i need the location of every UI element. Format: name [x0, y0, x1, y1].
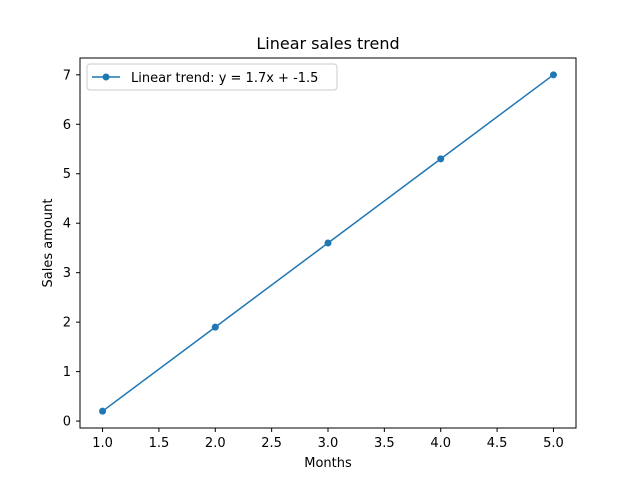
chart-title: Linear sales trend: [256, 34, 399, 53]
y-axis-label: Sales amount: [41, 199, 56, 288]
y-tick-label: 1: [63, 365, 71, 380]
data-point: [437, 155, 445, 163]
y-tick-label: 3: [63, 266, 71, 281]
legend-series-label: Linear trend: y = 1.7x + -1.5: [131, 71, 318, 86]
data-point: [99, 407, 107, 415]
x-tick-label: 5.0: [543, 436, 564, 451]
legend-series-marker: [102, 73, 110, 81]
y-tick-label: 6: [63, 118, 71, 133]
x-tick-label: 2.5: [261, 436, 282, 451]
y-tick-label: 2: [63, 316, 71, 331]
legend: Linear trend: y = 1.7x + -1.5: [86, 63, 338, 91]
data-point: [211, 323, 219, 331]
data-point: [324, 239, 332, 247]
x-axis-label: Months: [304, 456, 352, 471]
x-tick-label: 1.0: [92, 436, 113, 451]
data-point: [549, 71, 557, 79]
y-axis-ticks: 0 1 2 3 4 5 6 7: [63, 68, 80, 430]
y-tick-label: 5: [63, 167, 71, 182]
y-tick-label: 4: [63, 217, 71, 232]
x-tick-label: 3.0: [318, 436, 339, 451]
plot-area-frame: [79, 57, 577, 429]
x-tick-label: 3.5: [374, 436, 395, 451]
y-tick-label: 7: [63, 68, 71, 83]
x-tick-label: 2.0: [205, 436, 226, 451]
legend-box: [86, 63, 338, 91]
x-tick-label: 1.5: [149, 436, 170, 451]
y-tick-label: 0: [63, 415, 71, 430]
x-axis-ticks: 1.0 1.5 2.0 2.5 3.0 3.5 4.0 4.5 5.0: [92, 428, 564, 451]
series-layer: [99, 71, 557, 415]
x-tick-label: 4.5: [487, 436, 508, 451]
x-tick-label: 4.0: [430, 436, 451, 451]
